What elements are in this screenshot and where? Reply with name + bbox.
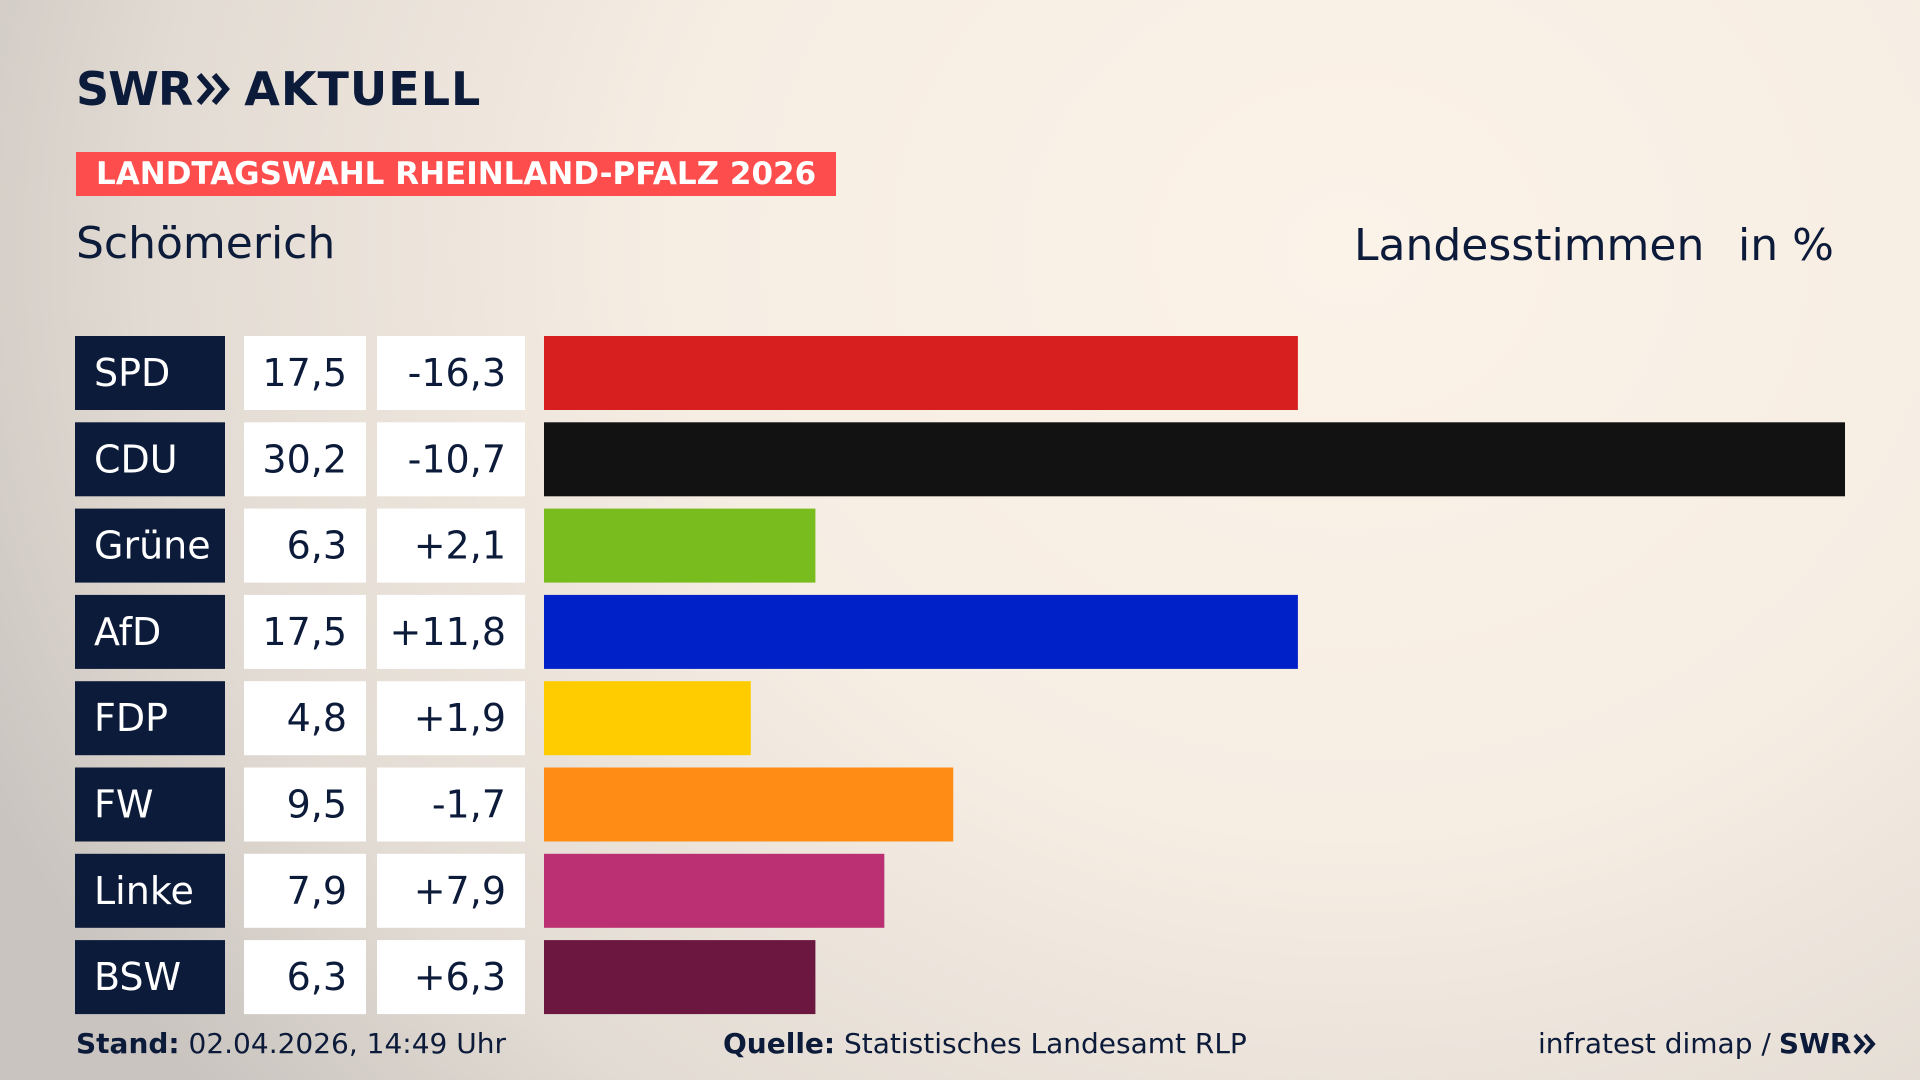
double-chevron-icon [1853, 1033, 1877, 1055]
value-cell [244, 594, 366, 669]
party-label: FDP [94, 696, 168, 740]
bar-spd [544, 336, 1298, 410]
party-label: Grüne [94, 524, 211, 568]
value-label: 17,5 [262, 610, 347, 654]
party-label: Linke [94, 869, 194, 913]
bar-afd [544, 594, 1298, 669]
value-cell [244, 336, 366, 410]
change-label: +2,1 [414, 524, 506, 568]
location-title: Schömerich [76, 218, 336, 269]
value-label: 30,2 [262, 437, 347, 481]
credit-text: infratest dimap / [1538, 1027, 1771, 1060]
bar-cdu [544, 422, 1845, 497]
double-chevron-icon [197, 73, 231, 105]
footer-source: Quelle: Statistisches Landesamt RLP [723, 1030, 1247, 1058]
bar-grüne [544, 508, 816, 583]
unit-header: in % [1738, 220, 1834, 271]
change-cell [377, 853, 525, 928]
change-label: -16,3 [408, 351, 506, 395]
swr-aktuell-logo: SWR AKTUELL [76, 66, 481, 112]
value-label: 17,5 [262, 351, 347, 395]
party-label: AfD [94, 610, 161, 654]
party-label: BSW [94, 955, 181, 999]
change-cell [377, 336, 525, 410]
bar-fw [544, 767, 954, 842]
value-cell [244, 681, 366, 756]
party-label-box [75, 681, 225, 756]
change-cell [377, 767, 525, 842]
change-label: +11,8 [390, 610, 506, 654]
party-label-box [75, 767, 225, 842]
value-label: 4,8 [287, 696, 347, 740]
credit-swr: SWR [1778, 1027, 1852, 1060]
bar-linke [544, 853, 885, 928]
source-label: Quelle: [723, 1027, 836, 1060]
value-cell [244, 508, 366, 583]
change-cell [377, 940, 525, 1015]
change-cell [377, 508, 525, 583]
value-cell [244, 853, 366, 928]
change-label: -1,7 [432, 783, 506, 827]
change-label: +7,9 [414, 869, 506, 913]
footer-stand: Stand: 02.04.2026, 14:49 Uhr [76, 1030, 506, 1058]
change-label: +6,3 [414, 955, 506, 999]
election-banner: LANDTAGSWAHL RHEINLAND-PFALZ 2026 [76, 152, 837, 196]
footer-credit: infratest dimap / SWR [1538, 1030, 1877, 1058]
bar-bsw [544, 940, 816, 1015]
logo-aktuell-text: AKTUELL [244, 62, 482, 116]
value-cell [244, 767, 366, 842]
value-label: 7,9 [287, 869, 347, 913]
source-value: Statistisches Landesamt RLP [844, 1027, 1247, 1060]
stand-label: Stand: [76, 1027, 180, 1060]
party-label-box [75, 508, 225, 583]
party-label-box [75, 422, 225, 497]
party-label-box [75, 940, 225, 1015]
change-label: +1,9 [414, 696, 506, 740]
party-label-box [75, 853, 225, 928]
bar-fdp [544, 681, 751, 756]
change-cell [377, 681, 525, 756]
metric-header: Landesstimmen [1354, 220, 1705, 271]
results-bar-chart: SPD 17,5 -16,3 CDU 30,2 -10,7 Grüne 6,3 +2,1 AfD 1… [75, 336, 1845, 1015]
party-label: CDU [94, 437, 178, 481]
value-label: 6,3 [287, 524, 347, 568]
stand-value: 02.04.2026, 14:49 Uhr [188, 1027, 506, 1060]
logo-swr-text: SWR [76, 62, 193, 116]
value-cell [244, 940, 366, 1015]
value-label: 6,3 [287, 955, 347, 999]
party-label: SPD [94, 351, 170, 395]
change-cell [377, 594, 525, 669]
value-label: 9,5 [287, 783, 347, 827]
change-label: -10,7 [408, 437, 506, 481]
change-cell [377, 422, 525, 497]
value-cell [244, 422, 366, 497]
party-label-box [75, 336, 225, 410]
party-label: FW [94, 783, 153, 827]
party-label-box [75, 594, 225, 669]
